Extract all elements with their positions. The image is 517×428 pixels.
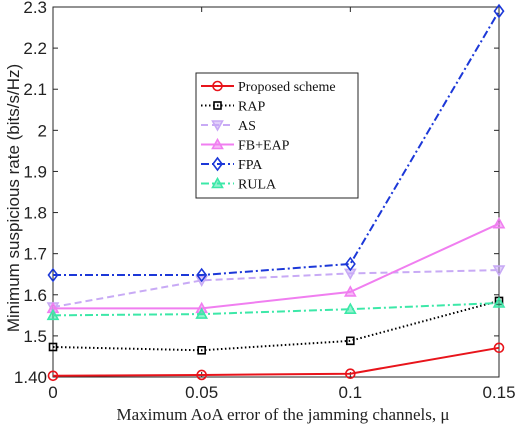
y-tick-label: 2.1 [23,80,47,99]
y-tick-label: 1.7 [23,245,47,264]
legend-label: FPA [238,158,263,173]
x-tick-label: 0.05 [185,383,218,402]
legend-item: RAP [201,100,265,115]
legend-item: FPA [201,156,263,173]
legend-label: Proposed scheme [238,80,336,95]
data-point [492,296,506,308]
legend-label: FB+EAP [238,139,290,154]
data-point [196,369,207,381]
legend-item: RULA [201,176,277,193]
series-layer [46,3,506,382]
data-point [493,342,505,354]
y-tick-label: 1.9 [23,162,47,181]
legend-item: Proposed scheme [201,80,336,95]
legend-marker [213,101,222,110]
legend-label: AS [238,119,256,134]
data-point [492,265,506,277]
data-point [492,217,506,229]
x-axis-title: Maximum AoA error of the jamming channel… [117,405,450,424]
y-tick-label: 1.40 [14,368,47,387]
legend-marker [211,120,224,132]
legend: Proposed scheme RAP AS FB+EAP FPA RULA [195,72,359,199]
data-point [47,370,59,382]
y-axis-title: Minimum suspicious rate (bits/s/Hz) [4,64,23,332]
legend-label: RAP [238,100,265,115]
legend-marker [211,176,224,189]
y-tick-label: 1.5 [23,327,47,346]
y-tick-label: 2.2 [23,39,47,58]
data-point [48,342,58,352]
legend-marker [212,156,223,172]
series-line [52,269,500,309]
data-point [345,368,356,380]
data-point [346,336,355,346]
data-point [344,256,356,272]
legend-item: AS [201,119,256,134]
series-line [53,222,500,310]
y-tick-label: 2 [38,121,47,140]
series-4 [47,3,505,283]
legend-box [195,72,359,199]
y-tick-label: 2.3 [23,0,47,17]
series-line [52,346,500,377]
series-line [53,10,500,277]
data-point [46,308,60,321]
data-point [343,302,357,314]
legend-label: RULA [238,178,277,193]
series-5 [46,296,506,321]
y-tick-label: 1.8 [23,204,47,223]
legend-item: FB+EAP [201,137,290,154]
x-axis: 0 0.05 0.1 0.15 [48,7,516,402]
x-tick-label: 0 [48,383,57,402]
data-point [196,267,208,283]
y-tick-label: 1.6 [23,286,47,305]
x-tick-label: 0.1 [339,383,363,402]
y-axis: 1.40 1.5 1.6 1.7 1.8 1.9 2 2.1 2.2 2.3 [14,0,499,387]
data-point [47,267,59,283]
legend-marker [211,137,224,150]
data-point [197,345,206,355]
x-tick-label: 0.15 [482,383,515,402]
series-line [52,302,500,317]
data-point [343,285,357,297]
data-point [493,3,505,19]
data-point [195,307,209,319]
legend-marker [212,80,223,92]
series-0 [47,342,505,382]
